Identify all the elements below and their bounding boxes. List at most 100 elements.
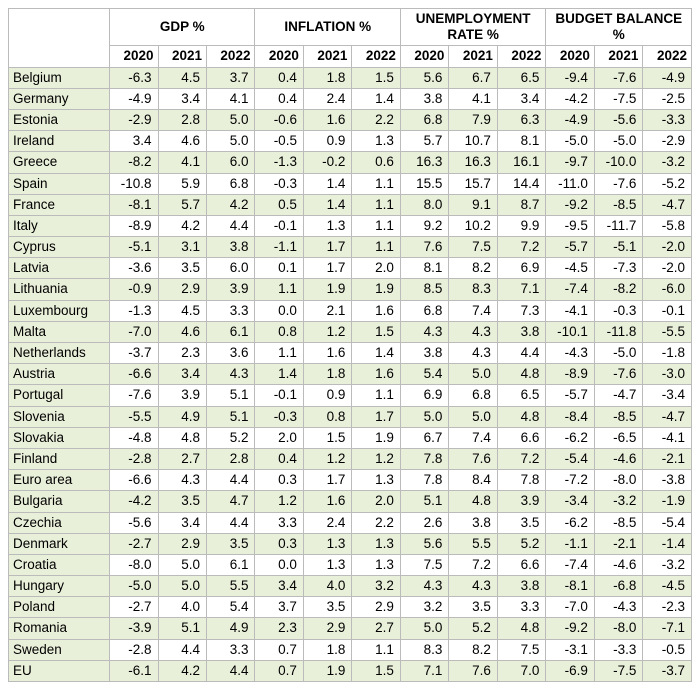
country-cell: Germany — [9, 88, 110, 109]
value-cell: 6.8 — [400, 300, 448, 321]
value-cell: 4.6 — [158, 321, 206, 342]
value-cell: -8.9 — [110, 215, 158, 236]
value-cell: -0.3 — [255, 173, 303, 194]
value-cell: 7.1 — [400, 660, 448, 681]
value-cell: 1.8 — [303, 67, 351, 88]
value-cell: 4.2 — [206, 194, 254, 215]
value-cell: 1.4 — [352, 88, 401, 109]
value-cell: 1.6 — [352, 300, 401, 321]
country-cell: Bulgaria — [9, 491, 110, 512]
table-row: Slovenia-5.54.95.1-0.30.81.75.05.04.8-8.… — [9, 406, 692, 427]
value-cell: -1.3 — [255, 152, 303, 173]
value-cell: 3.3 — [497, 597, 545, 618]
value-cell: 5.2 — [449, 618, 497, 639]
country-cell: Hungary — [9, 576, 110, 597]
table-row: Netherlands-3.72.33.61.11.61.43.84.34.4-… — [9, 343, 692, 364]
value-cell: 0.0 — [255, 554, 303, 575]
table-row: Estonia-2.92.85.0-0.61.62.26.87.96.3-4.9… — [9, 109, 692, 130]
table-row: Poland-2.74.05.43.73.52.93.23.53.3-7.0-4… — [9, 597, 692, 618]
value-cell: 2.4 — [303, 88, 351, 109]
value-cell: -7.5 — [594, 88, 642, 109]
value-cell: -5.2 — [643, 173, 692, 194]
value-cell: 16.1 — [497, 152, 545, 173]
value-cell: 1.3 — [303, 533, 351, 554]
value-cell: -1.1 — [546, 533, 594, 554]
value-cell: 3.8 — [206, 237, 254, 258]
value-cell: 8.4 — [449, 470, 497, 491]
value-cell: 1.3 — [352, 470, 401, 491]
value-cell: 1.9 — [352, 279, 401, 300]
value-cell: -4.7 — [594, 385, 642, 406]
value-cell: 4.5 — [158, 67, 206, 88]
value-cell: 5.4 — [400, 364, 448, 385]
value-cell: 5.6 — [400, 67, 448, 88]
value-cell: 1.5 — [352, 660, 401, 681]
value-cell: -3.7 — [110, 343, 158, 364]
value-cell: -6.3 — [110, 67, 158, 88]
value-cell: -1.9 — [643, 491, 692, 512]
value-cell: 6.5 — [497, 385, 545, 406]
value-cell: 1.3 — [352, 131, 401, 152]
table-row: Czechia-5.63.44.43.32.42.22.63.83.5-6.2-… — [9, 512, 692, 533]
value-cell: 5.2 — [497, 533, 545, 554]
value-cell: -7.6 — [110, 385, 158, 406]
value-cell: -5.7 — [546, 385, 594, 406]
table-row: Denmark-2.72.93.50.31.31.35.65.55.2-1.1-… — [9, 533, 692, 554]
value-cell: -0.3 — [255, 406, 303, 427]
table-row: Lithuania-0.92.93.91.11.91.98.58.37.1-7.… — [9, 279, 692, 300]
value-cell: 7.2 — [449, 554, 497, 575]
value-cell: -4.1 — [643, 427, 692, 448]
table-row: Croatia-8.05.06.10.01.31.37.57.26.6-7.4-… — [9, 554, 692, 575]
value-cell: 4.5 — [158, 300, 206, 321]
table-row: Spain-10.85.96.8-0.31.41.115.515.714.4-1… — [9, 173, 692, 194]
value-cell: 6.8 — [206, 173, 254, 194]
table-row: Portugal-7.63.95.1-0.10.91.16.96.86.5-5.… — [9, 385, 692, 406]
year-header: 2021 — [158, 46, 206, 67]
value-cell: 0.5 — [255, 194, 303, 215]
value-cell: 10.7 — [449, 131, 497, 152]
value-cell: 3.7 — [255, 597, 303, 618]
value-cell: 9.9 — [497, 215, 545, 236]
country-cell: Euro area — [9, 470, 110, 491]
country-cell: Poland — [9, 597, 110, 618]
value-cell: 0.8 — [303, 406, 351, 427]
value-cell: 8.3 — [400, 639, 448, 660]
value-cell: -2.5 — [643, 88, 692, 109]
value-cell: 6.9 — [400, 385, 448, 406]
value-cell: -1.8 — [643, 343, 692, 364]
value-cell: 1.7 — [303, 470, 351, 491]
value-cell: 4.8 — [497, 406, 545, 427]
value-cell: 7.6 — [400, 237, 448, 258]
value-cell: -10.8 — [110, 173, 158, 194]
country-cell: Ireland — [9, 131, 110, 152]
value-cell: 2.6 — [400, 512, 448, 533]
value-cell: 3.9 — [497, 491, 545, 512]
value-cell: 3.2 — [352, 576, 401, 597]
value-cell: 5.1 — [400, 491, 448, 512]
value-cell: -6.6 — [110, 470, 158, 491]
value-cell: 7.6 — [449, 448, 497, 469]
value-cell: 8.2 — [449, 258, 497, 279]
value-cell: 7.4 — [449, 427, 497, 448]
value-cell: 0.3 — [255, 533, 303, 554]
value-cell: 16.3 — [400, 152, 448, 173]
value-cell: 6.6 — [497, 427, 545, 448]
value-cell: -3.8 — [643, 470, 692, 491]
value-cell: 3.3 — [206, 639, 254, 660]
table-row: Latvia-3.63.56.00.11.72.08.18.26.9-4.5-7… — [9, 258, 692, 279]
value-cell: 0.9 — [303, 385, 351, 406]
value-cell: 1.2 — [303, 321, 351, 342]
value-cell: 2.0 — [255, 427, 303, 448]
value-cell: 3.8 — [497, 321, 545, 342]
table-row: Finland-2.82.72.80.41.21.27.87.67.2-5.4-… — [9, 448, 692, 469]
value-cell: 8.2 — [449, 639, 497, 660]
value-cell: 4.8 — [497, 618, 545, 639]
value-cell: -5.6 — [594, 109, 642, 130]
table-row: Germany-4.93.44.10.42.41.43.84.13.4-4.2-… — [9, 88, 692, 109]
country-cell: Greece — [9, 152, 110, 173]
value-cell: 0.1 — [255, 258, 303, 279]
year-header: 2022 — [497, 46, 545, 67]
value-cell: 3.4 — [158, 512, 206, 533]
value-cell: 7.5 — [497, 639, 545, 660]
value-cell: -9.7 — [546, 152, 594, 173]
